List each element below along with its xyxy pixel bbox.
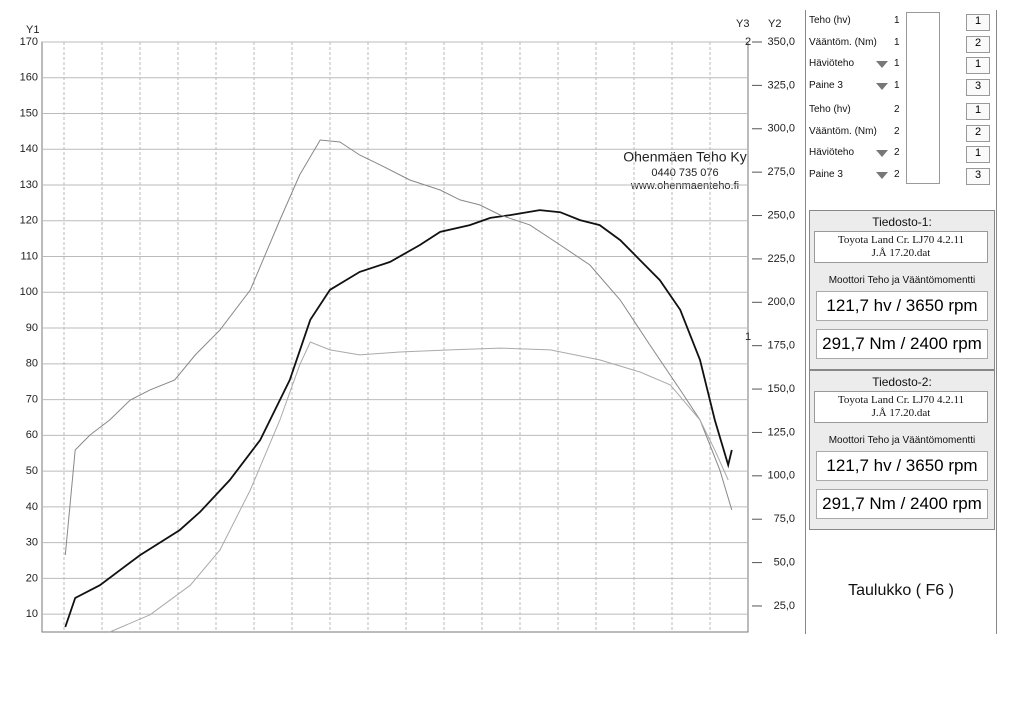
torque-value: 291,7 Nm / 2400 rpm [816,329,988,359]
spin-box[interactable]: 3 [966,167,990,185]
spin-box[interactable]: 1 [966,14,990,31]
file-name-2: J.Å 17.20.dat [871,407,931,419]
y1-tick-label: 90 [26,322,38,334]
legend-label: Vääntöm. (Nm) [809,36,877,48]
legend-group: 1 [894,15,900,26]
y1-tick-label: 130 [20,179,38,191]
legend-arrow [876,61,888,69]
spin-box[interactable]: 3 [966,79,990,97]
file-title: Tiedosto-2: [872,375,932,389]
y2-tick-label: 125,0 [767,426,795,438]
y2-tick-label: 325,0 [767,79,795,91]
y3-tick-label: 2 [745,36,751,48]
y1-tick-label: 150 [20,107,38,119]
chart: Y1 Y3 Y2 Ohenmäen Teho Ky 0440 735 076 w… [20,18,795,633]
torque-value: 291,7 Nm / 2400 rpm [816,489,988,519]
legend-label: Vääntöm. (Nm) [809,125,877,137]
plot-frame [41,41,749,633]
spin-box[interactable]: 1 [966,102,990,120]
file-dropdown[interactable]: Toyota Land Cr. LJ70 4.2.11 J.Å 17.20.dat [814,231,988,263]
legend-group: 2 [894,103,900,115]
file-box: Tiedosto-1: Toyota Land Cr. LJ70 4.2.11 J.… [809,210,995,370]
y1-tick-label: 50 [26,465,38,477]
y1-tick-label: 70 [26,393,38,405]
y2-label: Y2 [768,18,781,30]
legend-arrow [876,150,888,158]
file-dropdown[interactable]: Toyota Land Cr. LJ70 4.2.11 J.Å 17.20.dat [814,391,988,423]
y2-tick-label: 300,0 [767,123,795,135]
y3-tick-label: 1 [745,331,751,343]
legend-label: Teho (hv) [809,15,851,26]
legend-group: 2 [894,168,900,180]
file-name-2: J.Å 17.20.dat [871,247,931,259]
y1-tick-label: 170 [20,36,38,48]
y1-tick-label: 20 [26,572,38,584]
y2-tick-label: 50,0 [774,556,795,568]
legend-label: Häviöteho [809,147,855,159]
watermark: www.ohenmaenteho.fi [630,180,739,192]
table-button[interactable]: Taulukko ( F6 ) [848,582,954,599]
series-line [64,139,733,556]
y1-tick-label: 120 [20,215,38,227]
y2-tick-label: 225,0 [767,253,795,265]
file-name: Toyota Land Cr. LJ70 4.2.11 [837,394,965,406]
legend-group: 2 [894,147,900,159]
y1-tick-label: 100 [20,286,38,298]
file-subtitle: Moottori Teho ja Vääntömomentti [828,275,976,286]
spin-box[interactable]: 2 [966,35,990,53]
file-name: Toyota Land Cr. LJ70 4.2.11 [837,234,965,246]
legend-group: 1 [894,58,900,70]
y2-tick-label: 25,0 [774,600,795,612]
watermark: 0440 735 076 [651,167,718,179]
legend-group: 1 [894,36,900,48]
legend-label: Häviöteho [809,58,855,70]
y2-tick-label: 350,0 [767,36,795,48]
watermark: Ohenmäen Teho Ky [623,149,747,165]
y2-tick-label: 75,0 [774,513,795,525]
legend-label: Paine 3 [809,168,843,180]
y1-label: Y1 [26,24,39,36]
y2-tick-label: 150,0 [767,383,795,395]
legend-arrow [876,171,888,179]
series-line [64,209,733,628]
y1-tick-label: 80 [26,358,38,370]
spin-box[interactable]: 1 [966,57,990,75]
spin-box[interactable]: 1 [966,146,990,164]
file-subtitle: Moottori Teho ja Vääntömomentti [828,435,976,446]
power-value: 121,7 hv / 3650 rpm [816,451,988,481]
y2-tick-label: 100,0 [767,470,795,482]
y1-tick-label: 40 [26,501,38,513]
y3-label: Y3 [736,18,749,30]
legend-group: 1 [894,80,900,92]
y1-tick-label: 30 [26,537,38,549]
y2-tick-label: 200,0 [767,296,795,308]
series-line [109,341,729,633]
power-value: 121,7 hv / 3650 rpm [816,291,988,321]
y1-tick-label: 110 [20,250,38,262]
y1-tick-label: 60 [26,429,38,441]
legend-arrow [876,83,888,91]
y2-tick-label: 250,0 [767,209,795,221]
legend-label: Teho (hv) [809,103,851,115]
spin-box[interactable]: 2 [966,124,990,142]
y2-tick-label: 275,0 [767,166,795,178]
y1-tick-label: 10 [26,608,38,620]
y2-tick-label: 175,0 [767,340,795,352]
preview-box [906,12,940,184]
legend-group: 2 [894,125,900,137]
file-box: Tiedosto-2: Toyota Land Cr. LJ70 4.2.11 J.… [809,370,995,530]
legend-label: Paine 3 [809,80,843,92]
file-title: Tiedosto-1: [872,215,932,229]
side-panel: Teho (hv) 1 1 Vääntöm. (Nm) 1 2 Häviöteho 1 1 Pai… [805,10,997,634]
y1-tick-label: 160 [20,72,38,84]
y1-tick-label: 140 [20,143,38,155]
